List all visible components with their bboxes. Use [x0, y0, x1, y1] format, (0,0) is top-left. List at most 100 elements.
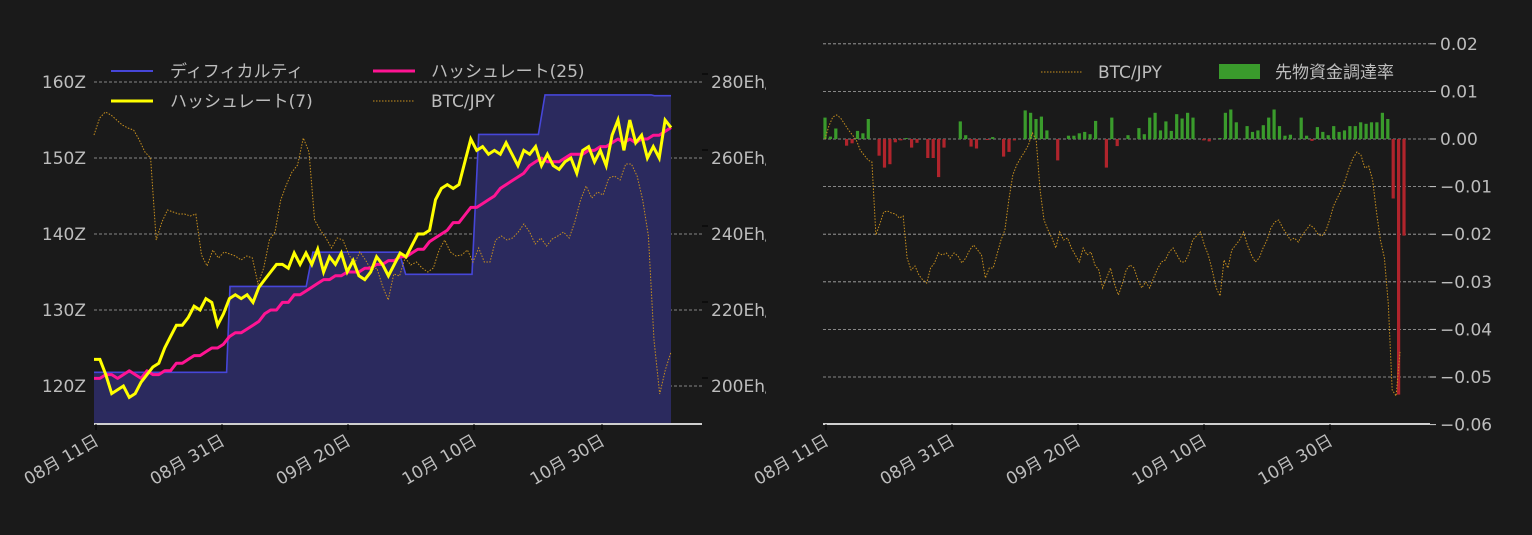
funding-bar: [974, 139, 979, 149]
funding-bar: [910, 139, 914, 148]
btc-jpy-series-right: [824, 114, 1401, 398]
btc-jpy-line: [93, 111, 672, 395]
left-y-axis-ticks: 120Z 130Z 140Z 150Z 160Z: [42, 73, 86, 397]
funding-bar: [1283, 135, 1287, 139]
funding-bar: [1034, 119, 1038, 139]
legend-difficulty-label: ディフィカルティ: [170, 61, 303, 82]
y-tick-label: −0.01: [1440, 178, 1492, 198]
funding-bar: [1348, 126, 1352, 139]
funding-bar: [1332, 126, 1336, 139]
difficulty-hashrate-chart: 120Z 130Z 140Z 150Z 160Z 200Eh/s 220Eh/s 240Eh…: [21, 61, 766, 490]
funding-bar: [1056, 139, 1060, 161]
funding-bar: [926, 139, 930, 158]
x-tick-label: 10月 30日: [527, 431, 609, 490]
y2-tick-label: 220Eh/s: [711, 301, 766, 321]
funding-bar: [1180, 118, 1184, 139]
funding-bar: [1386, 119, 1390, 139]
funding-bar: [937, 139, 941, 178]
funding-bar: [866, 119, 870, 139]
legend-hashrate7-label: ハッシュレート(7): [170, 92, 313, 112]
funding-bar: [1066, 135, 1071, 139]
funding-bar: [1369, 122, 1374, 139]
y2-tick-label: 260Eh/s: [711, 149, 766, 169]
y-tick-label: −0.04: [1440, 320, 1492, 340]
funding-bar: [1223, 112, 1227, 139]
x-tick-label: 10月 30日: [1255, 431, 1337, 490]
funding-bar: [1045, 130, 1049, 139]
funding-bar: [1169, 130, 1173, 139]
funding-bar: [834, 128, 838, 139]
right-y-axis-ticks: 200Eh/s 220Eh/s 240Eh/s 260Eh/s 280Eh/s: [702, 73, 766, 397]
funding-rate-bars: [823, 109, 1406, 395]
funding-bar: [1359, 122, 1363, 139]
funding-bar: [1164, 121, 1168, 139]
funding-bar: [823, 117, 827, 139]
funding-bar: [1218, 138, 1222, 139]
funding-bar: [1104, 139, 1108, 168]
right-x-axis-ticks: 08月 11日 08月 31日 09月 20日 10月 10日 10月 30日: [751, 424, 1337, 490]
funding-bar: [1126, 135, 1130, 139]
funding-bar: [1250, 131, 1255, 139]
x-tick-label: 08月 31日: [147, 431, 229, 490]
y-tick-label: 140Z: [42, 225, 86, 245]
funding-bar: [1191, 117, 1195, 139]
y-tick-label: 160Z: [42, 73, 86, 93]
funding-bar: [1186, 112, 1190, 139]
funding-bar: [985, 139, 989, 140]
funding-bar: [1391, 139, 1395, 199]
funding-bar: [1077, 133, 1081, 139]
funding-bar: [1148, 117, 1152, 139]
y-tick-label: −0.03: [1440, 273, 1492, 293]
funding-bar: [1299, 117, 1303, 139]
funding-bar: [1002, 139, 1006, 157]
right-legend: BTC/JPY 先物資金調達率: [1041, 63, 1394, 83]
funding-bar: [828, 136, 832, 139]
funding-bar: [1229, 109, 1233, 139]
y-tick-label: 0.00: [1440, 130, 1478, 150]
funding-bar: [1007, 139, 1011, 152]
funding-bar: [991, 137, 995, 139]
legend-hashrate25-label: ハッシュレート(25): [431, 62, 585, 82]
y-tick-label: −0.05: [1440, 368, 1492, 388]
funding-bar: [1207, 139, 1211, 142]
funding-bar: [969, 139, 973, 147]
funding-bar: [1277, 126, 1282, 139]
funding-bar: [1267, 117, 1271, 139]
x-tick-label: 09月 20日: [273, 431, 355, 490]
funding-bar: [1337, 131, 1341, 139]
legend-right-btcjpy-label: BTC/JPY: [1098, 63, 1163, 83]
y-tick-label: −0.06: [1440, 416, 1492, 436]
funding-bar: [931, 139, 935, 158]
hashrate7-series: [94, 114, 673, 400]
y-tick-label: 120Z: [42, 377, 86, 397]
funding-bar: [1088, 134, 1092, 139]
funding-bar: [904, 138, 908, 139]
funding-bar: [850, 139, 854, 144]
hashrate7-line: [94, 114, 673, 400]
funding-bar: [888, 139, 892, 165]
funding-bar: [1153, 112, 1157, 139]
funding-bar: [1039, 116, 1043, 139]
funding-bar: [1175, 114, 1179, 139]
right-gridlines: [823, 43, 1430, 378]
funding-bar: [1397, 139, 1401, 395]
funding-bar: [855, 130, 860, 139]
funding-bar: [1029, 112, 1033, 139]
funding-bar: [845, 139, 849, 146]
funding-bar: [1137, 128, 1141, 139]
x-tick-label: 10月 10日: [1129, 431, 1211, 490]
funding-bar: [1353, 126, 1357, 139]
funding-bar: [1083, 131, 1087, 139]
left-legend: ディフィカルティ ハッシュレート(7) ハッシュレート(25) BTC/JPY: [111, 61, 585, 112]
funding-bar: [1202, 139, 1206, 141]
funding-bar: [1288, 134, 1292, 139]
funding-bar: [958, 121, 962, 139]
y-tick-label: 150Z: [42, 149, 86, 169]
funding-bar: [882, 139, 887, 168]
y-tick-label: −0.02: [1440, 225, 1492, 245]
legend-funding-label: 先物資金調達率: [1275, 63, 1394, 83]
difficulty-series: [94, 94, 671, 425]
funding-bar: [877, 139, 881, 156]
y-tick-label: 0.02: [1440, 35, 1478, 55]
funding-bar: [1023, 110, 1027, 139]
